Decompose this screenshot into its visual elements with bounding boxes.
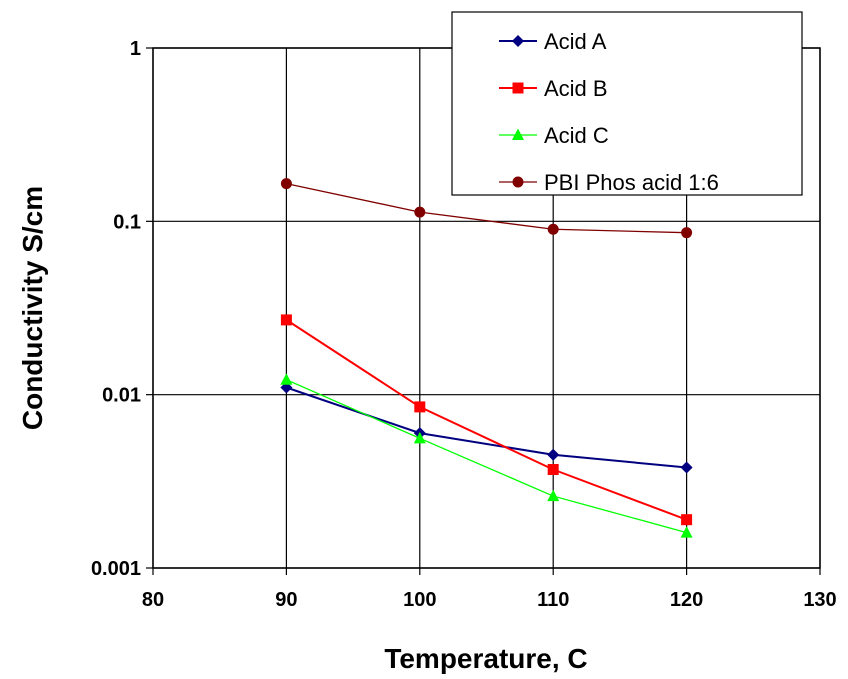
legend-box — [451, 11, 803, 196]
data-point-acid-c — [547, 489, 560, 502]
legend-label-acid-a: Acid A — [544, 29, 607, 54]
x-tick-label: 130 — [803, 589, 836, 611]
data-point-acid-c — [680, 526, 693, 538]
data-point-acid-a — [680, 461, 693, 474]
x-tick-label: 90 — [275, 589, 297, 611]
x-axis-ticks: 80 90 100 110 120 130 — [142, 568, 837, 611]
data-point-acid-b — [414, 401, 426, 413]
data-point-acid-c — [413, 431, 426, 444]
data-point-pbi-phos-acid-1-6 — [547, 223, 559, 235]
data-point-pbi-phos-acid-1-6 — [681, 227, 693, 239]
y-axis-ticks: 0.001 0.01 0.1 1 — [91, 38, 153, 580]
y-tick-label: 0.01 — [102, 385, 141, 407]
x-tick-label: 80 — [142, 589, 164, 611]
legend-label-acid-b: Acid B — [544, 76, 608, 101]
y-axis-label: Conductivity S/cm — [17, 186, 48, 430]
y-tick-label: 0.001 — [91, 558, 141, 580]
legend-label-acid-c: Acid C — [544, 123, 609, 148]
y-tick-label: 1 — [130, 38, 141, 60]
y-tick-label: 0.1 — [113, 211, 141, 233]
data-point-acid-b — [681, 514, 693, 526]
data-point-acid-b — [547, 464, 559, 476]
legend-label-pbi-phos-acid-1-6: PBI Phos acid 1:6 — [544, 170, 719, 195]
legend-marker-pbi-phos-acid-1-6 — [512, 176, 524, 188]
series-line-acid-b — [285, 319, 687, 521]
x-tick-label: 120 — [670, 589, 703, 611]
series-markers — [280, 178, 693, 538]
data-point-pbi-phos-acid-1-6 — [280, 178, 292, 190]
series-line-acid-c — [286, 379, 687, 534]
series-line-pbi-phos-acid-1-6 — [286, 183, 687, 234]
series-lines — [285, 183, 687, 534]
data-point-acid-b — [280, 314, 292, 326]
legend-marker-acid-b — [512, 82, 524, 94]
x-tick-label: 110 — [537, 589, 569, 611]
data-point-acid-c — [280, 373, 293, 385]
legend-marker-acid-c — [512, 128, 524, 140]
data-point-acid-a — [547, 448, 560, 461]
legend: Acid A Acid B Acid C PBI Phos acid 1:6 — [451, 11, 803, 196]
x-tick-label: 100 — [403, 589, 436, 611]
series-line-acid-a — [286, 386, 687, 469]
data-point-pbi-phos-acid-1-6 — [414, 206, 426, 218]
x-axis-label: Temperature, C — [384, 643, 587, 674]
legend-marker-acid-a — [512, 35, 524, 47]
